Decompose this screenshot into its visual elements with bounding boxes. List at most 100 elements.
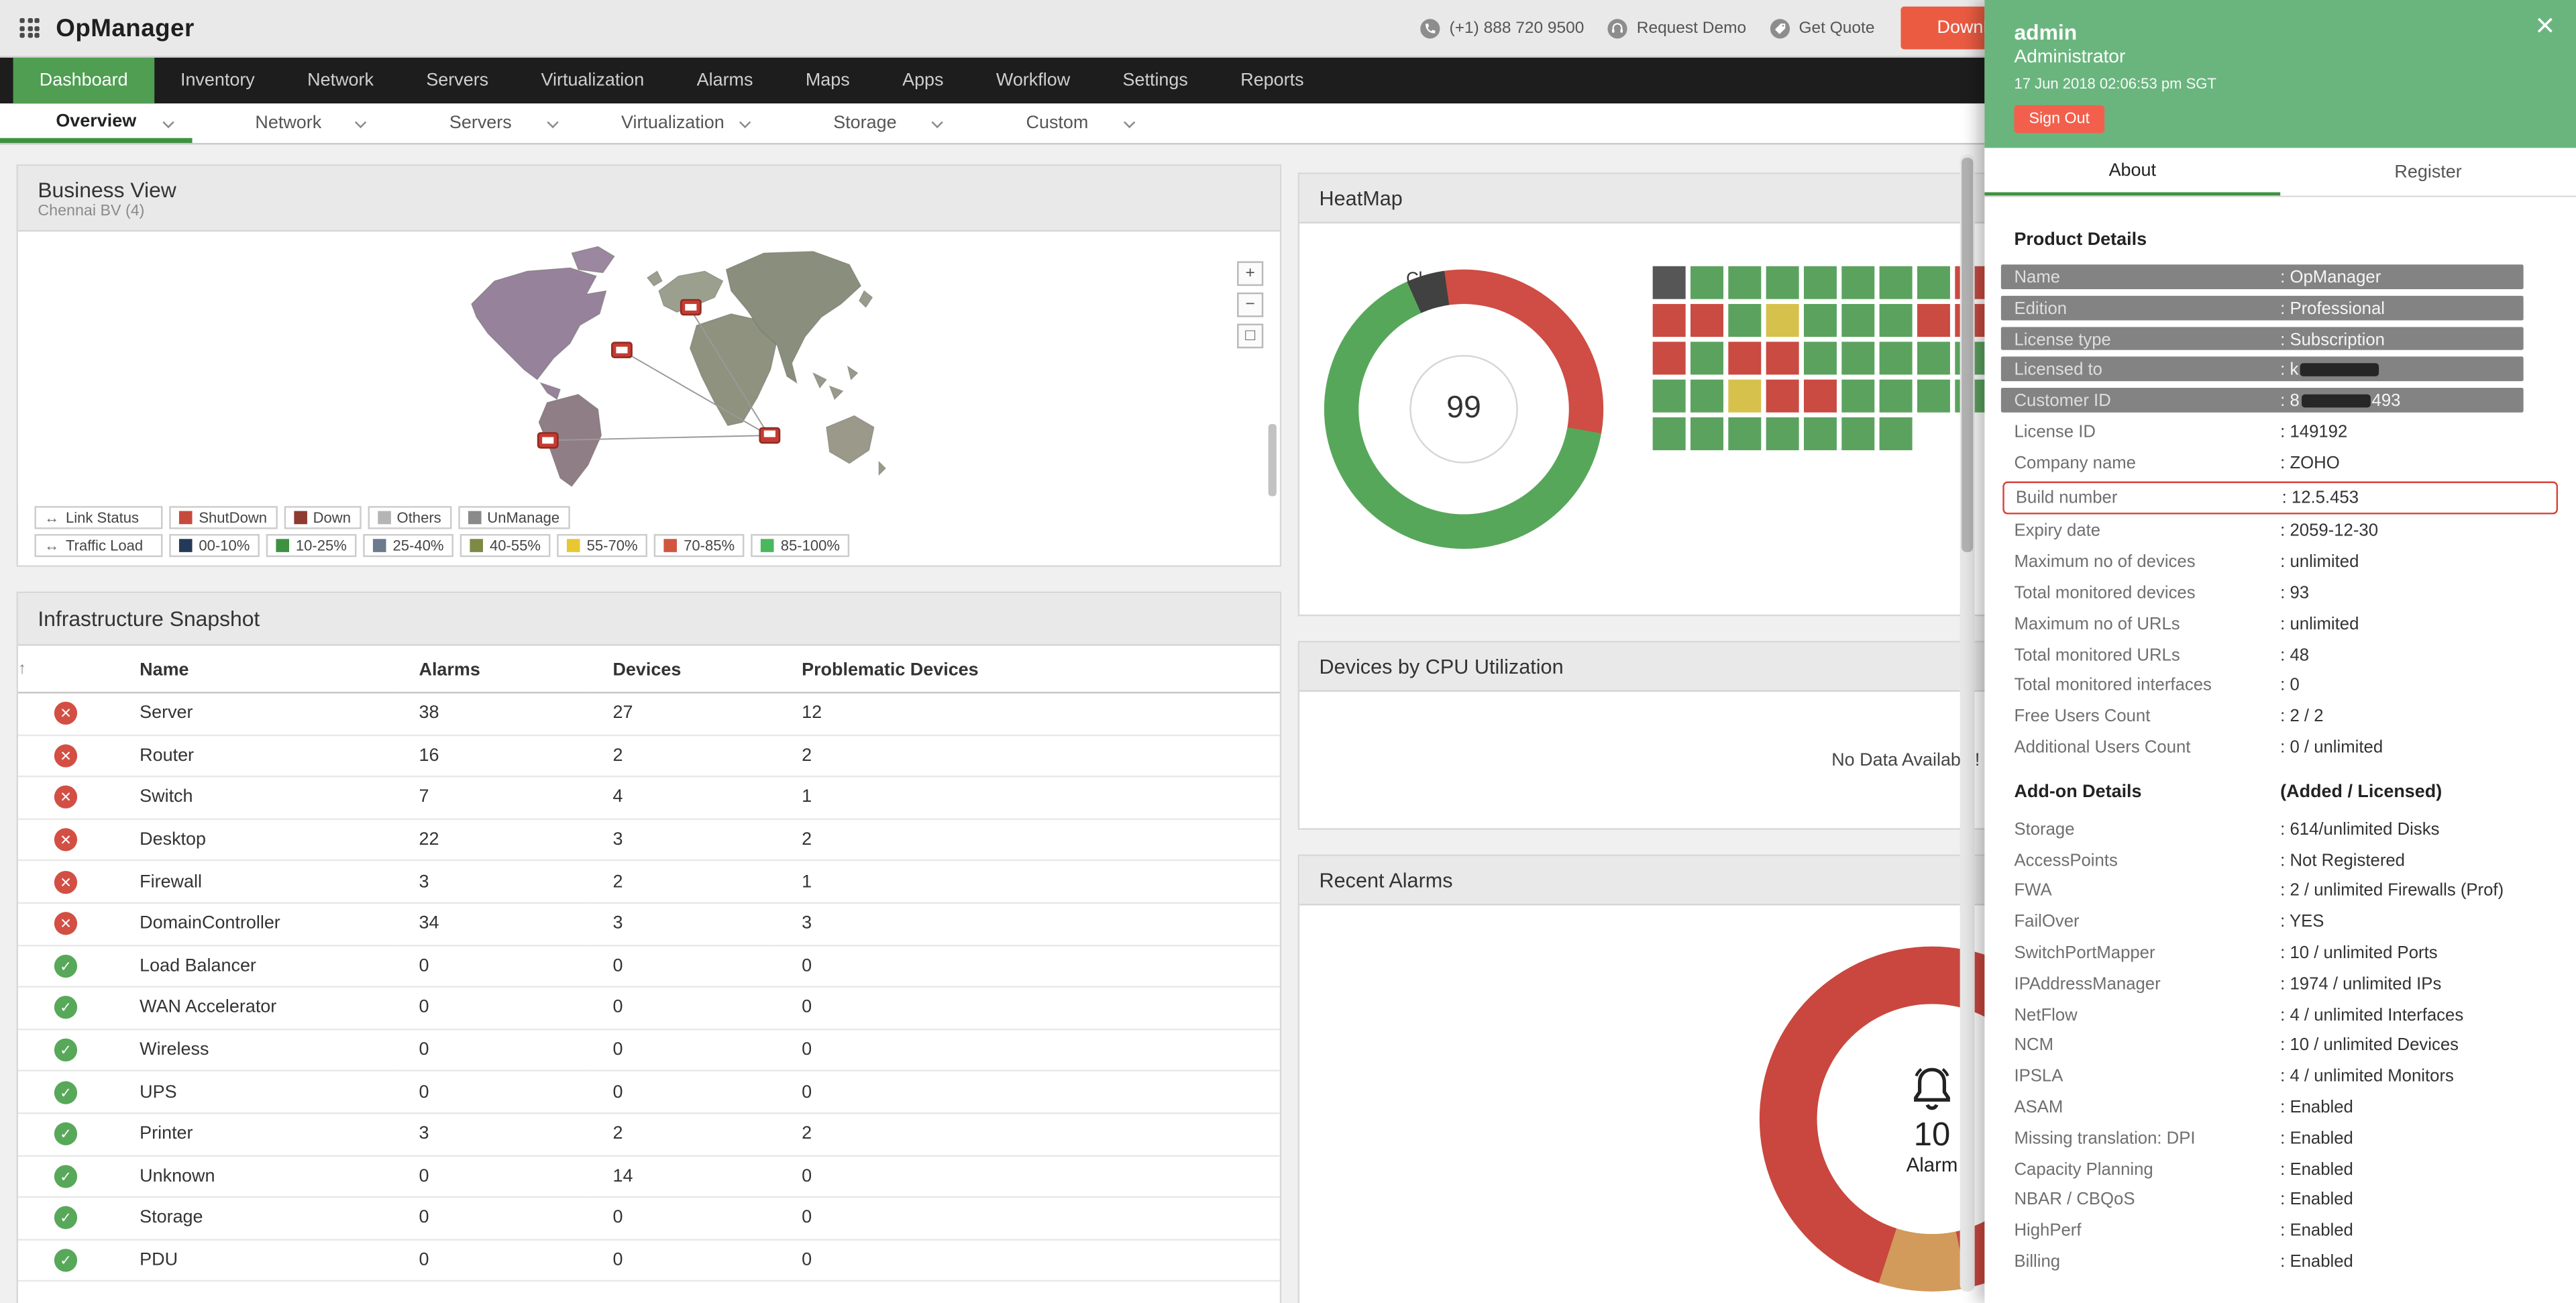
nav-item-servers[interactable]: Servers xyxy=(426,70,489,91)
heatmap-cell[interactable] xyxy=(1652,266,1686,299)
panel-title: Business View xyxy=(38,176,176,202)
heatmap-cell[interactable] xyxy=(1766,417,1799,451)
heatmap-cell[interactable] xyxy=(1690,342,1723,375)
column-header-devices[interactable]: Devices xyxy=(586,645,775,694)
heatmap-cell[interactable] xyxy=(1841,304,1875,337)
heatmap-cell[interactable] xyxy=(1766,266,1799,299)
sign-out-button[interactable]: Sign Out xyxy=(2014,105,2105,134)
tab-register[interactable]: Register xyxy=(2394,162,2462,182)
addon-details-title: Add-on Details xyxy=(2014,782,2142,802)
heatmap-cell[interactable] xyxy=(1690,266,1723,299)
detail-value: : 48 xyxy=(2280,645,2310,665)
scrollbar-thumb[interactable] xyxy=(1962,158,1974,552)
login-timestamp: 17 Jun 2018 02:06:53 pm SGT xyxy=(2014,75,2216,93)
heatmap-cell[interactable] xyxy=(1917,342,1950,375)
heatmap-cell[interactable] xyxy=(1652,379,1686,413)
heatmap-cell[interactable] xyxy=(1803,342,1837,375)
subnav-item-custom[interactable]: Custom xyxy=(961,103,1154,143)
arrow-horizontal-icon: ↔ xyxy=(44,509,60,526)
nav-item-alarms[interactable]: Alarms xyxy=(696,70,753,91)
nav-item-maps[interactable]: Maps xyxy=(805,70,850,91)
request-demo-link[interactable]: Request Demo xyxy=(1607,17,1746,39)
heatmap-cell[interactable] xyxy=(1728,266,1762,299)
nav-item-reports[interactable]: Reports xyxy=(1240,70,1304,91)
heatmap-cell[interactable] xyxy=(1766,342,1799,375)
nav-item-network[interactable]: Network xyxy=(307,70,374,91)
heatmap-cell[interactable] xyxy=(1917,304,1950,337)
column-header-alarms[interactable]: Alarms xyxy=(392,645,587,694)
heatmap-cell[interactable] xyxy=(1841,379,1875,413)
heatmap-cell[interactable] xyxy=(1879,417,1913,451)
nav-item-settings[interactable]: Settings xyxy=(1122,70,1188,91)
tab-about[interactable]: About xyxy=(1984,148,2281,196)
cell-problematic-devices: 1 xyxy=(775,776,1280,820)
heatmap-cell[interactable] xyxy=(1803,304,1837,337)
subnav-item-servers[interactable]: Servers xyxy=(384,103,577,143)
nav-item-workflow[interactable]: Workflow xyxy=(996,70,1071,91)
heatmap-cell[interactable] xyxy=(1879,266,1913,299)
phone-link[interactable]: (+1) 888 720 9500 xyxy=(1419,17,1584,39)
device-marker[interactable] xyxy=(679,299,701,316)
heatmap-cell[interactable] xyxy=(1841,417,1875,451)
zoom-in-button[interactable]: + xyxy=(1237,261,1264,286)
nav-item-inventory[interactable]: Inventory xyxy=(180,70,255,91)
get-quote-link[interactable]: Get Quote xyxy=(1769,17,1874,39)
subnav-item-overview[interactable]: Overview xyxy=(0,103,193,144)
zoom-out-button[interactable]: − xyxy=(1237,292,1264,317)
detail-label: Customer ID xyxy=(2014,391,2111,411)
heatmap-cell[interactable] xyxy=(1652,417,1686,451)
detail-label: Edition xyxy=(2014,299,2068,319)
alarm-count: 10 xyxy=(1913,1117,1951,1154)
heatmap-cell[interactable] xyxy=(1690,379,1723,413)
subnav-item-storage[interactable]: Storage xyxy=(769,103,961,143)
subnav-item-network[interactable]: Network xyxy=(193,103,385,143)
device-marker[interactable] xyxy=(611,342,633,359)
heatmap-cell[interactable] xyxy=(1728,304,1762,337)
app-grid-icon[interactable] xyxy=(19,17,40,38)
heatmap-cell[interactable] xyxy=(1841,342,1875,375)
heatmap-cell[interactable] xyxy=(1803,417,1837,451)
heatmap-cell[interactable] xyxy=(1917,266,1950,299)
device-marker[interactable] xyxy=(537,432,559,449)
heatmap-cell[interactable] xyxy=(1690,417,1723,451)
sort-header[interactable]: ↑ xyxy=(17,645,113,694)
subnav-item-label: Storage xyxy=(833,113,897,134)
detail-value: : 2 / unlimited Firewalls (Prof) xyxy=(2280,881,2504,901)
tag-icon xyxy=(1770,18,1790,38)
cell-name: Load Balancer xyxy=(113,945,393,988)
nav-item-apps[interactable]: Apps xyxy=(902,70,944,91)
column-header-name[interactable]: Name xyxy=(113,645,393,694)
heatmap-cell[interactable] xyxy=(1803,266,1837,299)
heatmap-cell[interactable] xyxy=(1652,342,1686,375)
heatmap-cell[interactable] xyxy=(1728,417,1762,451)
heatmap-cell[interactable] xyxy=(1728,342,1762,375)
heatmap-cell[interactable] xyxy=(1766,379,1799,413)
heatmap-cell[interactable] xyxy=(1879,304,1913,337)
heatmap-cell[interactable] xyxy=(1841,266,1875,299)
heatmap-cell[interactable] xyxy=(1803,379,1837,413)
heatmap-cell[interactable] xyxy=(1652,304,1686,337)
detail-row-licensed-to: Licensed to: k xyxy=(2000,356,2546,386)
heatmap-cell[interactable] xyxy=(1728,379,1762,413)
heatmap-cell[interactable] xyxy=(1879,342,1913,375)
device-marker[interactable] xyxy=(759,427,781,444)
about-register-tabs: About Register xyxy=(1984,148,2576,197)
nav-item-dashboard[interactable]: Dashboard xyxy=(13,57,154,104)
heatmap-cell[interactable] xyxy=(1917,379,1950,413)
table-row: ✓ Unknown 0 14 0 xyxy=(17,1155,1280,1198)
heatmap-cell[interactable] xyxy=(1690,304,1723,337)
page-scrollbar xyxy=(1960,154,1975,1292)
column-header-problematic-devices[interactable]: Problematic Devices xyxy=(775,645,1280,694)
heatmap-cell[interactable] xyxy=(1879,379,1913,413)
fullscreen-button[interactable]: □ xyxy=(1237,323,1264,349)
nav-item-virtualization[interactable]: Virtualization xyxy=(541,70,645,91)
detail-row-customer-id: Customer ID: 8 493 xyxy=(2000,386,2546,417)
table-header-row: ↑ Name Alarms Devices Problematic Devices xyxy=(17,645,1280,694)
close-icon[interactable]: × xyxy=(2535,8,2555,45)
detail-value: : 4 / unlimited Interfaces xyxy=(2280,1004,2464,1025)
business-view-scrollbar[interactable] xyxy=(1268,423,1277,497)
heatmap-cell[interactable] xyxy=(1766,304,1799,337)
subnav-item-virtualization[interactable]: Virtualization xyxy=(577,103,769,143)
detail-label: Company name xyxy=(2014,453,2136,473)
legend-color-swatch xyxy=(470,539,484,552)
